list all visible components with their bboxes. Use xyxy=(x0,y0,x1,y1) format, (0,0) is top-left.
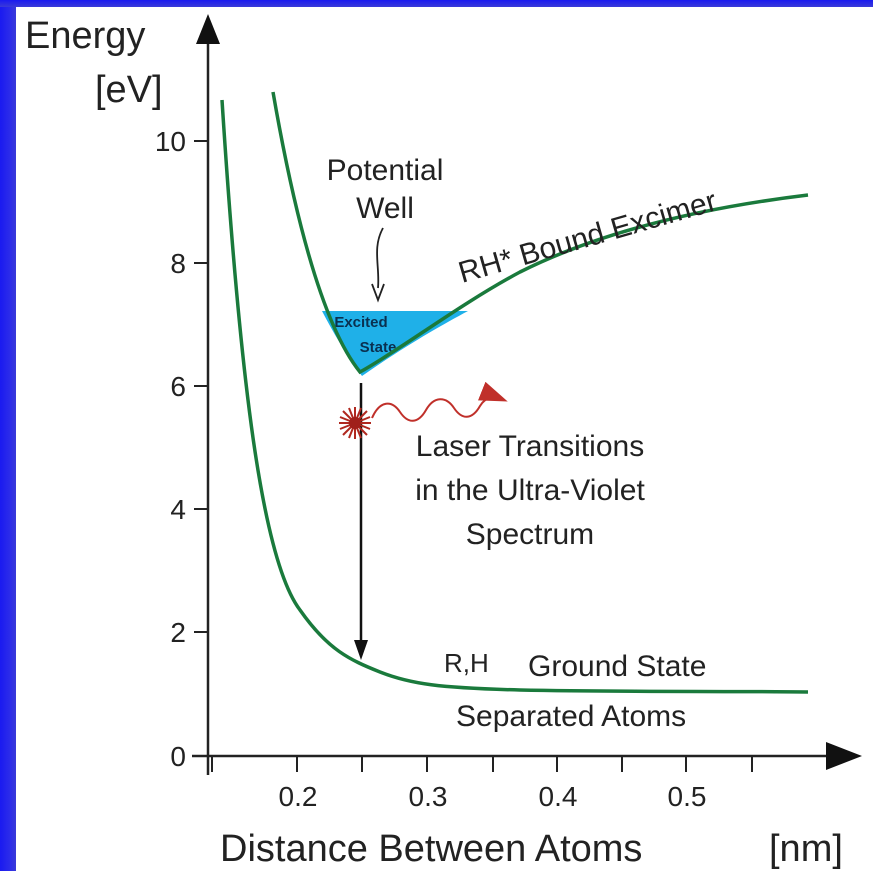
rh-label: R,H xyxy=(444,648,489,678)
bound-excimer-label: RH* Bound Excimer xyxy=(455,184,721,289)
x-axis-title: Distance Between Atoms xyxy=(220,828,642,870)
photon-burst-icon xyxy=(339,407,371,439)
laser-label-2: in the Ultra-Violet xyxy=(415,474,645,507)
x-tick-0.5: 0.5 xyxy=(668,781,707,812)
potential-well-arrow xyxy=(376,227,384,289)
y-axis-title-line2: [eV] xyxy=(95,69,163,111)
ground-state-label: Ground State xyxy=(528,650,706,683)
y-axis-title-line1: Energy xyxy=(25,15,145,57)
x-tick-0.4: 0.4 xyxy=(539,781,578,812)
bound-excimer-curve xyxy=(271,91,809,375)
y-tick-8: 8 xyxy=(170,248,186,279)
slide-border-top xyxy=(0,0,873,7)
x-axis-unit: [nm] xyxy=(769,828,843,870)
x-tick-marks xyxy=(211,756,753,772)
excited-state-label-1: Excited xyxy=(334,314,387,331)
slide-border-left xyxy=(0,0,16,871)
y-tick-10: 10 xyxy=(155,126,186,157)
laser-transition-arrowhead xyxy=(354,640,368,660)
ground-state-curve xyxy=(220,99,809,694)
potential-well-label-2: Well xyxy=(356,192,414,225)
x-tick-0.3: 0.3 xyxy=(409,781,448,812)
y-tick-4: 4 xyxy=(170,494,186,525)
y-tick-6: 6 xyxy=(170,371,186,402)
y-tick-0: 0 xyxy=(170,741,186,772)
excited-state-label-2: State xyxy=(360,339,397,356)
separated-atoms-label: Separated Atoms xyxy=(456,700,686,733)
x-tick-0.2: 0.2 xyxy=(279,781,318,812)
photon-wave xyxy=(371,381,508,422)
potential-well-label-1: Potential xyxy=(327,154,444,187)
laser-label-3: Spectrum xyxy=(466,518,594,551)
y-tick-marks xyxy=(194,140,208,757)
y-axis-arrow xyxy=(196,14,220,44)
y-tick-2: 2 xyxy=(170,617,186,648)
x-axis-arrow xyxy=(826,742,862,770)
laser-label-1: Laser Transitions xyxy=(416,430,644,463)
